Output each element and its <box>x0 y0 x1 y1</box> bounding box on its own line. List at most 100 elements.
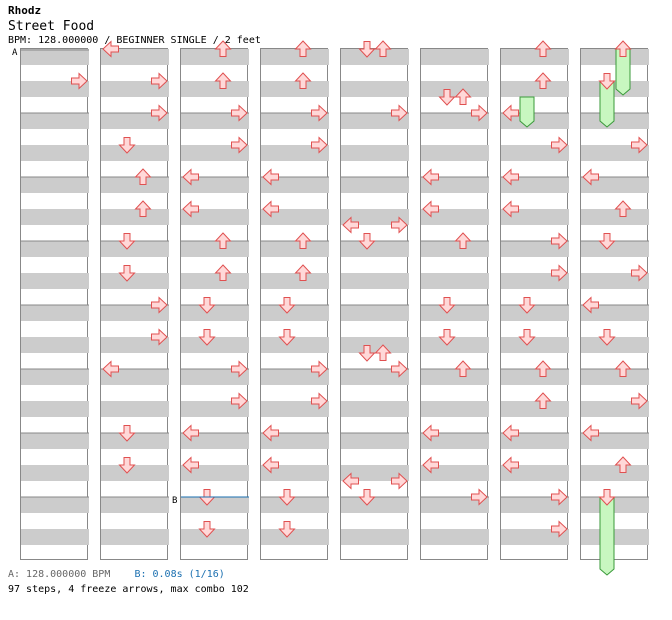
down-arrow-icon <box>118 137 136 154</box>
beat-stripe <box>581 401 649 417</box>
beat-stripe <box>581 337 649 353</box>
right-arrow-icon <box>551 488 568 506</box>
beat-stripe <box>501 369 569 385</box>
right-arrow-icon <box>231 392 248 410</box>
beat-stripe <box>501 497 569 513</box>
left-arrow-icon <box>182 200 199 218</box>
beat-stripe <box>421 305 489 321</box>
beat-stripe <box>341 529 409 545</box>
beat-stripe <box>261 305 329 321</box>
beat-stripe <box>21 401 89 417</box>
right-arrow-icon <box>311 392 328 410</box>
freeze-arrow <box>599 496 615 576</box>
right-arrow-icon <box>151 104 168 122</box>
up-arrow-icon <box>454 360 472 377</box>
down-arrow-icon <box>278 329 296 346</box>
beat-stripe <box>501 529 569 545</box>
left-arrow-icon <box>262 424 279 442</box>
beat-stripe <box>421 497 489 513</box>
measure-column <box>180 40 249 560</box>
beat-stripe <box>21 529 89 545</box>
beat-stripe <box>501 241 569 257</box>
measure-column <box>20 48 89 560</box>
beat-stripe <box>101 369 169 385</box>
beat-stripe <box>101 497 169 513</box>
right-arrow-icon <box>391 472 408 490</box>
down-arrow-icon <box>598 73 616 90</box>
beat-stripe <box>341 209 409 225</box>
beat-stripe <box>341 497 409 513</box>
beat-stripe <box>421 369 489 385</box>
column-canvas <box>341 40 409 545</box>
right-arrow-icon <box>631 264 648 282</box>
up-arrow-icon <box>374 344 392 361</box>
left-arrow-icon <box>182 424 199 442</box>
right-arrow-icon <box>151 296 168 314</box>
beat-stripe <box>21 209 89 225</box>
measure-column <box>340 40 409 560</box>
beat-stripe <box>501 49 569 65</box>
left-arrow-icon <box>422 200 439 218</box>
beat-stripe <box>341 113 409 129</box>
left-arrow-icon <box>582 424 599 442</box>
beat-stripe <box>421 113 489 129</box>
left-arrow-icon <box>342 216 359 234</box>
up-arrow-icon <box>454 88 472 105</box>
bpm-legend: A: 128.000000 BPM <box>8 569 111 580</box>
freeze-arrow <box>519 96 535 128</box>
beat-stripe <box>101 273 169 289</box>
down-arrow-icon <box>118 425 136 442</box>
down-arrow-icon <box>518 329 536 346</box>
up-arrow-icon <box>134 168 152 185</box>
down-arrow-icon <box>278 521 296 538</box>
left-arrow-icon <box>422 424 439 442</box>
column-canvas <box>21 49 89 545</box>
beat-stripe <box>341 433 409 449</box>
down-arrow-icon <box>438 89 456 106</box>
beat-stripe <box>21 177 89 193</box>
measure-column <box>500 40 569 560</box>
beat-stripe <box>101 401 169 417</box>
down-arrow-icon <box>598 489 616 506</box>
beat-stripe <box>581 497 649 513</box>
up-arrow-icon <box>534 40 552 57</box>
beat-stripe <box>101 337 169 353</box>
down-arrow-icon <box>358 41 376 58</box>
right-arrow-icon <box>631 392 648 410</box>
stop-legend: B: 0.08s (1/16) <box>134 569 225 580</box>
beat-stripe <box>101 305 169 321</box>
beat-stripe <box>421 337 489 353</box>
down-arrow-icon <box>438 329 456 346</box>
beat-stripe <box>101 529 169 545</box>
beat-stripe <box>21 305 89 321</box>
beat-stripe <box>581 369 649 385</box>
beat-stripe <box>21 369 89 385</box>
beat-stripe <box>21 145 89 161</box>
up-arrow-icon <box>294 232 312 249</box>
up-arrow-icon <box>534 72 552 89</box>
beat-stripe <box>181 145 249 161</box>
left-arrow-icon <box>102 360 119 378</box>
beat-stripe <box>181 465 249 481</box>
up-arrow-icon <box>134 200 152 217</box>
beat-stripe <box>501 113 569 129</box>
down-arrow-icon <box>198 329 216 346</box>
left-arrow-icon <box>582 168 599 186</box>
down-arrow-icon <box>118 457 136 474</box>
down-arrow-icon <box>358 345 376 362</box>
right-arrow-icon <box>551 520 568 538</box>
beat-stripe <box>21 113 89 129</box>
up-arrow-icon <box>294 264 312 281</box>
beat-stripe <box>21 273 89 289</box>
left-arrow-icon <box>502 456 519 474</box>
beat-stripe <box>341 81 409 97</box>
beat-stripe <box>421 433 489 449</box>
beat-stripe <box>421 145 489 161</box>
beat-stripe <box>501 209 569 225</box>
beat-stripe <box>181 209 249 225</box>
beat-stripe <box>581 145 649 161</box>
stop-marker-b: B <box>172 496 178 506</box>
beat-stripe <box>181 433 249 449</box>
beat-stripe <box>101 241 169 257</box>
beat-stripe <box>261 433 329 449</box>
